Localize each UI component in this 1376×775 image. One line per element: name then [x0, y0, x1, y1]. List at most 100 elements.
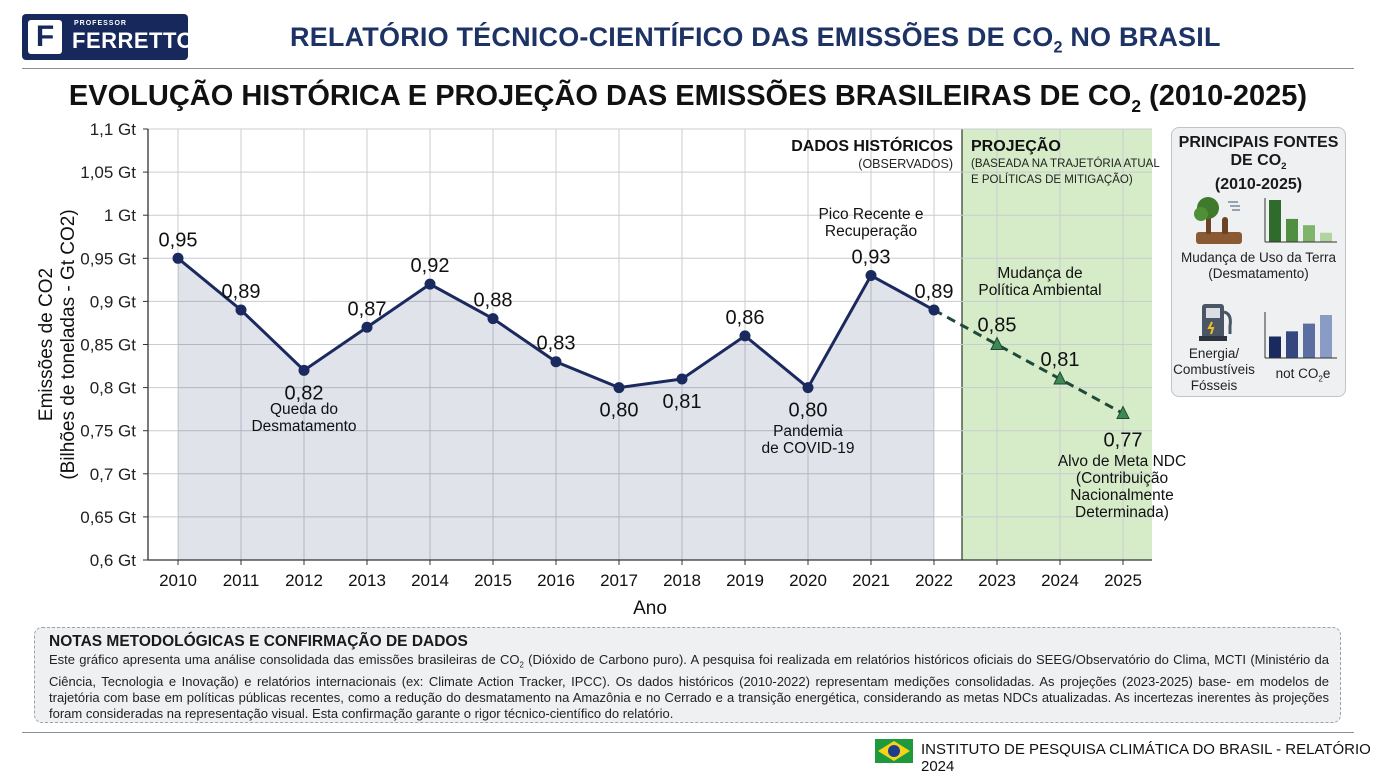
y-tick-label: 0,6 Gt [90, 551, 137, 570]
chart-annotation: Mudança de [997, 265, 1082, 282]
data-label: 0,92 [411, 255, 450, 277]
historical-region-title: DADOS HISTÓRICOS [791, 136, 953, 155]
historical-region-subtitle: (OBSERVADOS) [858, 157, 953, 171]
data-label: 0,82 [285, 382, 324, 404]
projection-point [990, 336, 1004, 350]
x-tick-label: 2019 [726, 571, 764, 590]
emissions-line-chart: 1,1 Gt 1,05 Gt 1 Gt 0,95 Gt 0,9 Gt 0,85 Gt 0,8… [36, 120, 1186, 619]
notes-body: Este gráfico apresenta uma análise conso… [49, 652, 1329, 722]
sources-title-line1: PRINCIPAIS FONTES [1178, 134, 1339, 151]
chart-annotation: Alvo de Meta NDC [1058, 453, 1186, 470]
historical-point [235, 304, 247, 316]
brand-logo: F PROFESSOR FERRETTO [22, 14, 194, 60]
historical-point [928, 304, 940, 316]
data-label: 0,89 [915, 281, 954, 303]
y-tick-label: 0,95 Gt [80, 249, 136, 268]
chart-annotation: Pico Recente e [818, 206, 923, 223]
y-tick-label: 1,1 Gt [90, 120, 137, 139]
x-tick-label: 2024 [1041, 571, 1079, 590]
x-tick-label: 2011 [223, 571, 260, 590]
historical-point [802, 382, 814, 394]
historical-point [172, 252, 184, 264]
energy-bar [1303, 323, 1315, 358]
main-sources-panel: PRINCIPAIS FONTES DE CO2 (2010-2025) Mud… [1171, 127, 1346, 397]
x-tick-label: 2022 [915, 571, 953, 590]
fuel-pump-icon [1199, 304, 1232, 341]
historical-point [613, 382, 625, 394]
data-label: 0,80 [789, 400, 828, 422]
historical-point [550, 356, 562, 368]
y-tick-label: 0,85 Gt [80, 336, 136, 355]
chart-title-sub: 2 [1131, 95, 1141, 116]
data-label: 0,81 [663, 391, 702, 413]
y-tick-label: 1 Gt [104, 206, 136, 225]
land-use-bars [1264, 198, 1337, 243]
x-tick-label: 2010 [159, 571, 197, 590]
chart-annotation: Nacionalmente [1070, 487, 1173, 504]
x-tick-label: 2020 [789, 571, 827, 590]
historical-point [361, 321, 373, 333]
projection-region-subtitle: (BASEADA NA TRAJETÓRIA ATUAL [971, 157, 1160, 170]
header-divider [22, 68, 1354, 69]
y-tick-label: 0,8 Gt [90, 379, 137, 398]
data-label: 0,85 [978, 315, 1017, 337]
historical-point [298, 364, 310, 376]
data-label: 0,88 [474, 290, 513, 312]
logo-caption: PROFESSOR [74, 20, 127, 27]
historical-point [424, 278, 436, 290]
sources-title-line2: DE CO2 [1230, 152, 1287, 173]
land-use-bar [1286, 218, 1298, 242]
chart-annotation: Recuperação [825, 223, 917, 240]
energy-bar [1286, 331, 1298, 358]
projection-series-line [933, 308, 1124, 415]
historical-point [739, 330, 751, 342]
sources-title-line3: (2010-2025) [1214, 176, 1303, 194]
data-label: 0,95 [159, 229, 198, 251]
data-label: 0,87 [348, 298, 387, 320]
report-title-tail: NO BRASIL [1062, 22, 1221, 52]
projection-point [1116, 405, 1130, 419]
x-tick-label: 2018 [663, 571, 701, 590]
x-tick-label: 2013 [348, 571, 386, 590]
data-label: 0,86 [726, 307, 765, 329]
x-tick-label: 2023 [978, 571, 1016, 590]
chart-title-tail: (2010-2025) [1141, 80, 1308, 112]
sources-panel-title: PRINCIPAIS FONTES DE CO2 (2010-2025) [1172, 134, 1345, 194]
chart-annotation: Determinada) [1075, 504, 1169, 521]
data-label: 0,83 [537, 333, 576, 355]
historical-point [865, 270, 877, 282]
land-use-bar [1303, 225, 1315, 242]
data-label: 0,89 [222, 281, 261, 303]
land-use-bar [1269, 200, 1281, 242]
data-label: 0,93 [852, 247, 891, 269]
data-label: 0,80 [600, 400, 639, 422]
logo-letter: F [28, 20, 62, 54]
x-tick-label: 2017 [600, 571, 638, 590]
land-use-caption: Mudança de Uso da Terra (Desmatamento) [1180, 250, 1337, 281]
chart-annotation: Desmatamento [251, 418, 356, 435]
energy-bars [1264, 312, 1337, 359]
historical-point [487, 313, 499, 325]
x-tick-label: 2015 [474, 571, 512, 590]
data-label: 0,81 [1041, 349, 1080, 371]
notes-title: NOTAS METODOLÓGICAS E CONFIRMAÇÃO DE DAD… [49, 633, 468, 650]
report-title-sub: 2 [1053, 38, 1063, 57]
projection-point [1053, 370, 1067, 385]
historical-point [676, 373, 688, 385]
historical-area [178, 258, 934, 560]
brazil-flag-icon [875, 739, 913, 763]
methodology-notes: NOTAS METODOLÓGICAS E CONFIRMAÇÃO DE DAD… [34, 627, 1341, 723]
chart-annotation: de COVID-19 [761, 440, 854, 457]
tree-icon [1194, 197, 1242, 244]
report-title-main: RELATÓRIO TÉCNICO-CIENTÍFICO DAS EMISSÕE… [290, 22, 1054, 52]
y-tick-label: 1,05 Gt [80, 163, 136, 182]
chart-annotation: Queda do [270, 401, 338, 418]
chart-title-main: EVOLUÇÃO HISTÓRICA E PROJEÇÃO DAS EMISSÕ… [68, 80, 1132, 112]
x-tick-label: 2014 [411, 571, 449, 590]
chart-annotation: Política Ambiental [978, 282, 1101, 299]
x-tick-label: 2025 [1104, 571, 1142, 590]
y-tick-label: 0,7 Gt [90, 465, 137, 484]
footer-divider [22, 732, 1354, 733]
report-title: RELATÓRIO TÉCNICO-CIENTÍFICO DAS EMISSÕE… [290, 22, 1221, 57]
x-tick-label: 2016 [537, 571, 575, 590]
